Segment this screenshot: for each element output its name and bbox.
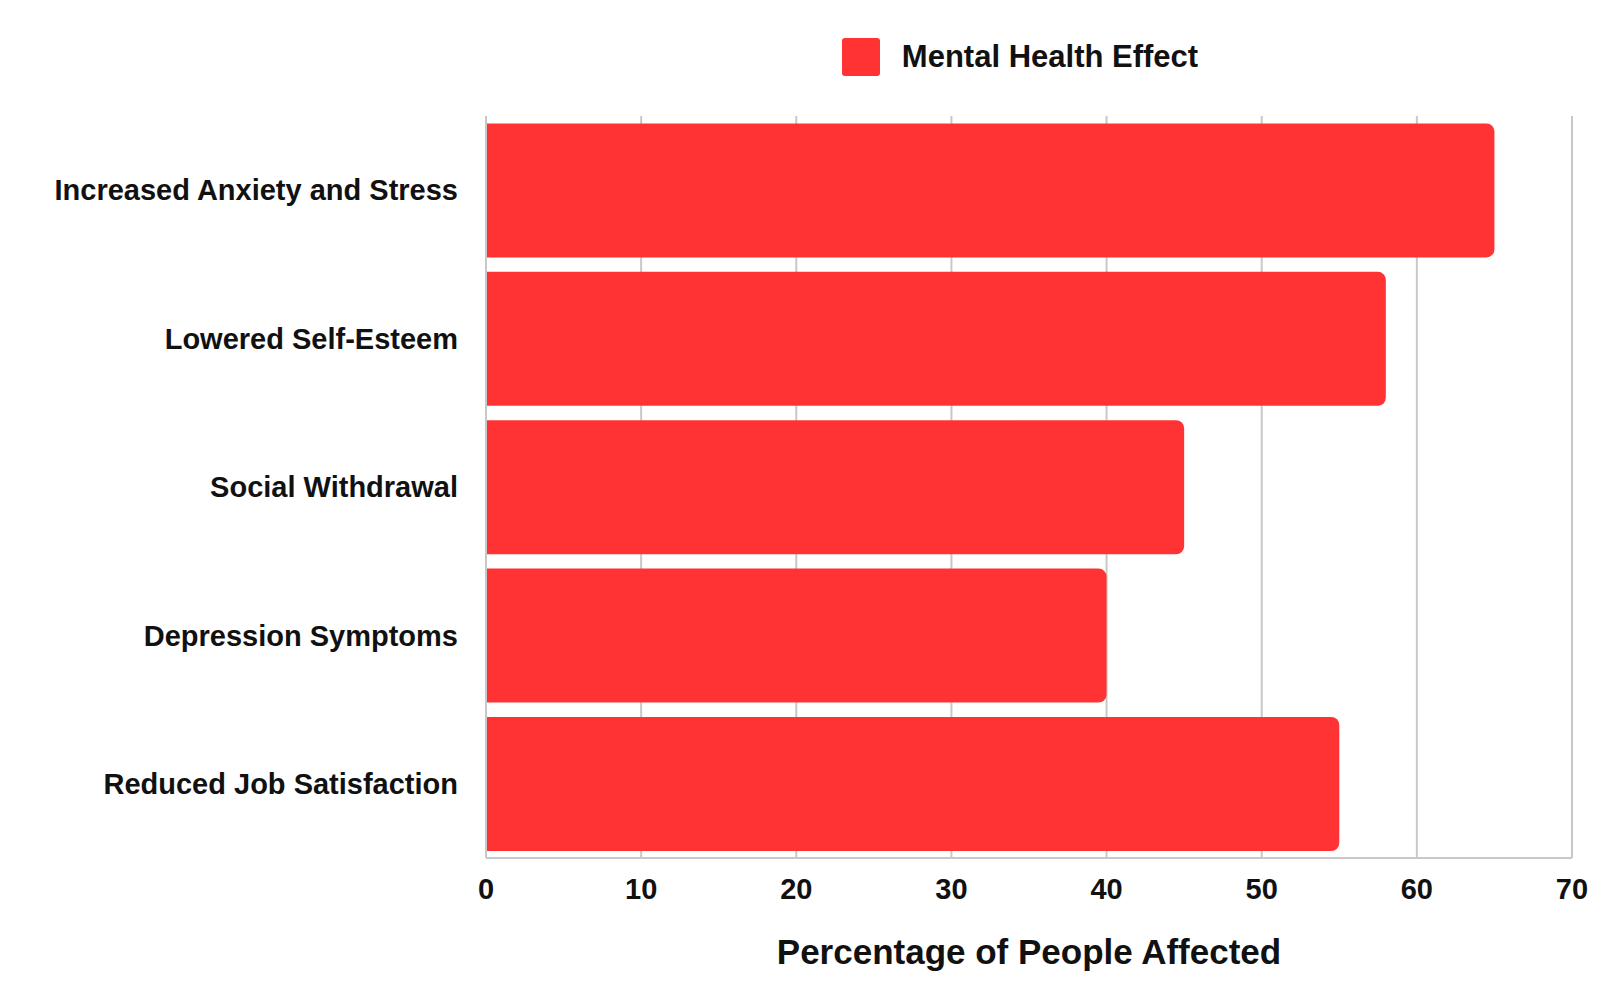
svg-text:10: 10 — [625, 873, 657, 905]
svg-text:Reduced Job Satisfaction: Reduced Job Satisfaction — [103, 768, 458, 800]
svg-text:Percentage of People Affected: Percentage of People Affected — [777, 932, 1281, 971]
html-text:Mental Health Effect: Mental Health Effect — [901, 39, 1199, 74]
svg-text:Depression Symptoms: Depression Symptoms — [144, 620, 458, 652]
svg-text:50: 50 — [1246, 873, 1278, 905]
svg-text:0: 0 — [478, 873, 494, 905]
svg-text:30: 30 — [935, 873, 967, 905]
svg-text:40: 40 — [1090, 873, 1122, 905]
svg-text:70: 70 — [1556, 873, 1588, 905]
svg-text:Lowered Self-Esteem: Lowered Self-Esteem — [165, 323, 458, 355]
svg-text:Increased Anxiety and Stress: Increased Anxiety and Stress — [55, 174, 459, 206]
svg-text:20: 20 — [780, 873, 812, 905]
svg-text:60: 60 — [1401, 873, 1433, 905]
svg-text:Social Withdrawal: Social Withdrawal — [210, 471, 458, 503]
